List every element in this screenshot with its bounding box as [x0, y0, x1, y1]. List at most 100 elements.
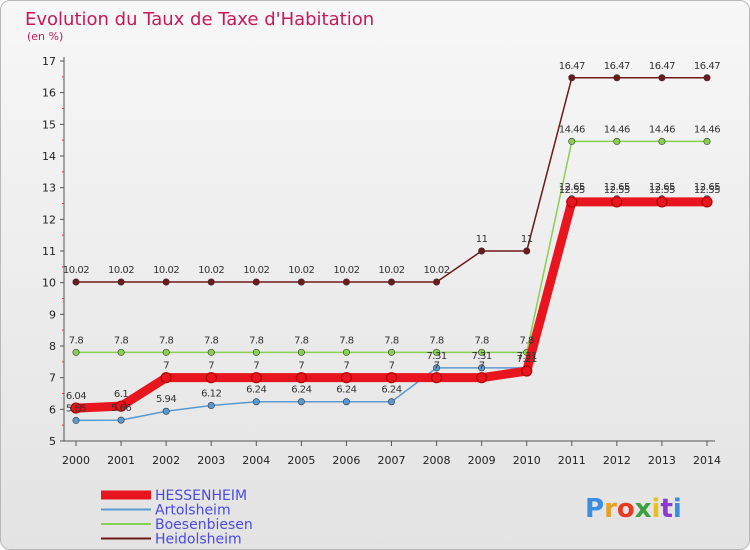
data-label-heidolsheim: 10.02	[108, 265, 134, 276]
legend-label-heidolsheim: Heidolsheim	[155, 532, 242, 548]
data-point-hessenheim	[430, 372, 443, 384]
data-point-artolsheim	[342, 398, 350, 406]
logo-letter: i	[652, 494, 661, 524]
data-label-boesenbiesen: 14.46	[694, 124, 720, 135]
data-point-heidolsheim	[658, 74, 666, 82]
data-label-boesenbiesen: 7.8	[249, 335, 264, 346]
logo-letter: P	[585, 494, 604, 524]
logo-letter: t	[660, 494, 672, 524]
data-label-hessenheim: 12.55	[559, 185, 585, 196]
x-tick-label: 2004	[242, 454, 270, 467]
data-point-hessenheim	[656, 196, 668, 208]
data-point-heidolsheim	[613, 74, 621, 82]
data-label-boesenbiesen: 7.8	[520, 335, 535, 346]
data-point-heidolsheim	[297, 278, 305, 286]
x-tick-label: 2013	[648, 454, 676, 467]
data-label-hessenheim: 7	[479, 361, 485, 372]
data-label-hessenheim: 6.1	[114, 389, 129, 400]
data-point-heidolsheim	[117, 278, 125, 286]
data-point-boesenbiesen	[117, 348, 125, 356]
x-tick-label: 2012	[603, 454, 631, 467]
data-label-heidolsheim: 10.02	[288, 265, 314, 276]
y-tick-label: 15	[42, 118, 56, 131]
x-tick-label: 2002	[152, 454, 180, 467]
data-point-boesenbiesen	[342, 348, 350, 356]
data-label-artolsheim: 5.94	[156, 394, 176, 405]
data-label-hessenheim: 7	[208, 361, 214, 372]
logo-letter: i	[673, 494, 682, 524]
data-label-boesenbiesen: 7.8	[114, 335, 129, 346]
data-point-hessenheim	[205, 372, 217, 384]
y-tick-label: 10	[42, 277, 56, 290]
data-point-boesenbiesen	[613, 137, 621, 145]
x-tick-label: 2011	[558, 454, 586, 467]
data-point-heidolsheim	[433, 278, 441, 286]
data-point-artolsheim	[252, 398, 260, 406]
axes: 5 6 7 8 9 10 11 12 13 14 15 16 17 2000 2001 2002 2003 200…	[42, 55, 721, 467]
data-label-artolsheim: 12.65	[604, 182, 630, 193]
data-label-heidolsheim: 16.47	[604, 61, 630, 72]
data-label-boesenbiesen: 14.46	[604, 124, 630, 135]
data-label-hessenheim: 7	[389, 361, 395, 372]
data-point-heidolsheim	[207, 278, 215, 286]
data-label-boesenbiesen: 14.46	[559, 124, 585, 135]
data-label-heidolsheim: 11	[521, 234, 533, 245]
data-label-heidolsheim: 10.02	[424, 265, 450, 276]
data-label-artolsheim: 12.65	[649, 182, 675, 193]
data-labels: 5.65 5.66 5.94 6.12 6.24 6.24 6.24 6.24 7.31 7.31…	[63, 61, 721, 415]
data-point-boesenbiesen	[162, 348, 170, 356]
data-point-boesenbiesen	[658, 137, 666, 145]
y-tick-label: 5	[49, 435, 56, 448]
x-tick-label: 2007	[378, 454, 406, 467]
data-label-boesenbiesen: 7.8	[294, 335, 309, 346]
x-tick-label: 2003	[197, 454, 225, 467]
data-point-artolsheim	[433, 364, 441, 372]
data-point-hessenheim	[611, 196, 623, 208]
y-tick-label: 12	[42, 213, 56, 226]
series-line-heidolsheim	[75, 77, 708, 283]
data-point-hessenheim	[476, 372, 488, 384]
x-tick-label: 2005	[287, 454, 315, 467]
data-point-artolsheim	[162, 407, 170, 415]
data-point-boesenbiesen	[568, 137, 576, 145]
data-point-boesenbiesen	[252, 348, 260, 356]
y-tick-label: 13	[42, 182, 56, 195]
data-point-boesenbiesen	[72, 348, 80, 356]
data-label-artolsheim: 6.24	[336, 385, 356, 396]
data-label-heidolsheim: 11	[476, 234, 488, 245]
chart-subtitle: (en %)	[27, 30, 63, 43]
legend-label-hessenheim: HESSENHEIM	[155, 488, 247, 504]
data-label-heidolsheim: 10.02	[243, 265, 269, 276]
data-label-hessenheim: 7	[298, 361, 304, 372]
series-line-boesenbiesen	[75, 140, 708, 354]
series-boesenbiesen	[72, 137, 711, 356]
y-tick-label: 14	[42, 150, 56, 163]
data-label-heidolsheim: 10.02	[63, 265, 89, 276]
data-point-hessenheim	[295, 372, 307, 384]
data-point-artolsheim	[207, 402, 215, 410]
data-label-heidolsheim: 10.02	[378, 265, 404, 276]
data-point-boesenbiesen	[433, 348, 441, 356]
data-point-heidolsheim	[478, 247, 486, 255]
series-hessenheim	[70, 196, 713, 414]
data-point-heidolsheim	[568, 74, 576, 82]
legend-label-boesenbiesen: Boesenbiesen	[155, 517, 253, 533]
logo-letter: o	[617, 494, 635, 524]
data-point-hessenheim	[521, 365, 533, 377]
data-point-artolsheim	[72, 416, 80, 424]
data-label-hessenheim: 7	[253, 361, 259, 372]
chart-title: Evolution du Taux de Taxe d'Habitation	[25, 9, 374, 30]
logo-letter: r	[604, 494, 617, 524]
y-tick-label: 6	[49, 403, 56, 416]
data-point-hessenheim	[70, 402, 82, 414]
y-tick-label: 16	[42, 87, 56, 100]
series-layer	[70, 74, 713, 424]
data-label-artolsheim: 7.31	[517, 351, 537, 362]
data-point-hessenheim	[566, 196, 578, 208]
y-tick-label: 7	[49, 372, 56, 385]
logo-letter: x	[635, 494, 652, 524]
data-label-boesenbiesen: 7.8	[474, 335, 489, 346]
data-point-heidolsheim	[703, 74, 711, 82]
